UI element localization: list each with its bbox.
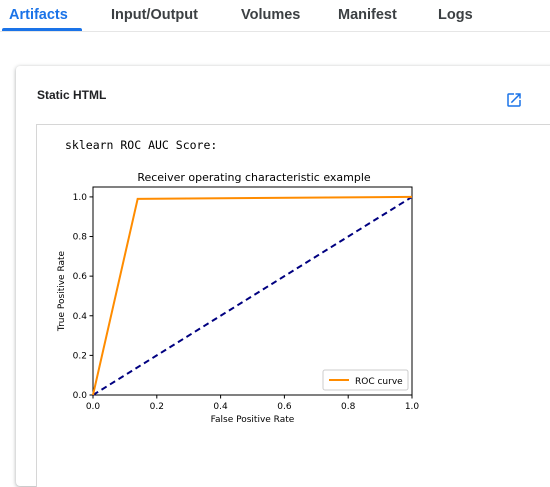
x-tick-label: 0.0 — [86, 402, 101, 412]
y-tick-label: 0.8 — [73, 233, 88, 243]
open-in-new-icon[interactable] — [505, 91, 523, 109]
tab-logs[interactable]: Logs — [438, 7, 473, 23]
tab-manifest[interactable]: Manifest — [338, 7, 397, 23]
x-axis-label: False Positive Rate — [211, 415, 295, 425]
series-layer — [92, 195, 413, 396]
x-axis: 0.0 0.2 0.4 0.6 0.8 1.0 — [86, 395, 420, 412]
static-html-frame: sklearn ROC AUC Score: Receiver operatin… — [36, 124, 550, 487]
artifact-card: Static HTML sklearn ROC AUC Score: Recei… — [16, 66, 550, 487]
tab-bar: Artifacts Input/Output Volumes Manifest … — [0, 0, 550, 32]
y-tick-label: 0.6 — [73, 272, 88, 282]
x-tick-label: 0.8 — [341, 402, 356, 412]
x-tick-label: 0.6 — [277, 402, 292, 412]
legend-box — [322, 369, 409, 391]
auc-score-text: sklearn ROC AUC Score: — [65, 138, 218, 152]
y-tick-label: 0.2 — [73, 351, 87, 361]
chart-title: Receiver operating characteristic exampl… — [137, 171, 371, 184]
legend-label: ROC curve — [355, 377, 403, 387]
y-axis: 0.0 0.2 0.4 0.6 0.8 1.0 — [73, 193, 93, 401]
y-tick-label: 1.0 — [73, 193, 88, 203]
tab-volumes[interactable]: Volumes — [241, 7, 301, 23]
x-tick-label: 0.2 — [150, 402, 164, 412]
x-tick-label: 0.4 — [213, 402, 228, 412]
card-title: Static HTML — [37, 88, 107, 102]
legend: ROC curve — [322, 369, 409, 391]
tab-artifacts[interactable]: Artifacts — [9, 7, 68, 23]
x-tick-label: 1.0 — [405, 402, 420, 412]
y-tick-label: 0.4 — [73, 312, 88, 322]
y-tick-label: 0.0 — [73, 391, 88, 401]
tab-input-output[interactable]: Input/Output — [111, 7, 198, 23]
plot-area — [92, 186, 413, 396]
roc-chart: Receiver operating characteristic exampl… — [57, 171, 420, 425]
active-tab-indicator — [2, 28, 82, 31]
chance-diagonal-line — [92, 196, 413, 396]
y-axis-label: True Positive Rate — [57, 250, 67, 332]
roc-curve-line — [92, 195, 413, 396]
